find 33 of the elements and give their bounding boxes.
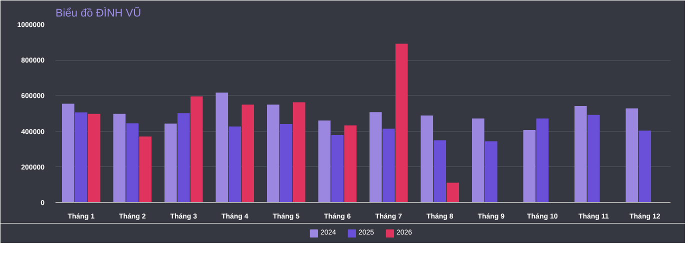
bar [536,118,549,202]
bar [113,114,126,202]
bar [139,136,152,202]
bar [420,115,434,202]
bar [177,113,190,202]
bar [74,112,88,202]
bar [216,92,228,202]
bar [344,125,357,202]
bar [574,106,587,202]
bar [88,114,100,202]
bar [369,112,382,202]
bar [242,104,254,202]
bar [318,120,331,202]
bar [587,114,600,202]
bar [280,124,292,202]
bar [638,130,652,202]
bar [472,118,484,202]
bar [523,130,536,202]
bar [266,104,280,202]
bar [292,102,306,202]
bar [228,126,242,202]
bar [62,104,74,202]
bar [395,44,408,202]
bar [434,140,446,202]
bar [484,141,498,202]
bar [190,96,203,202]
bar [126,123,139,202]
bar [382,128,395,202]
chart-title: Biểu đồ ĐÌNH VŨ [56,6,142,20]
bar [331,135,344,202]
bar [164,124,177,202]
bar [446,182,460,202]
bar [626,108,638,202]
